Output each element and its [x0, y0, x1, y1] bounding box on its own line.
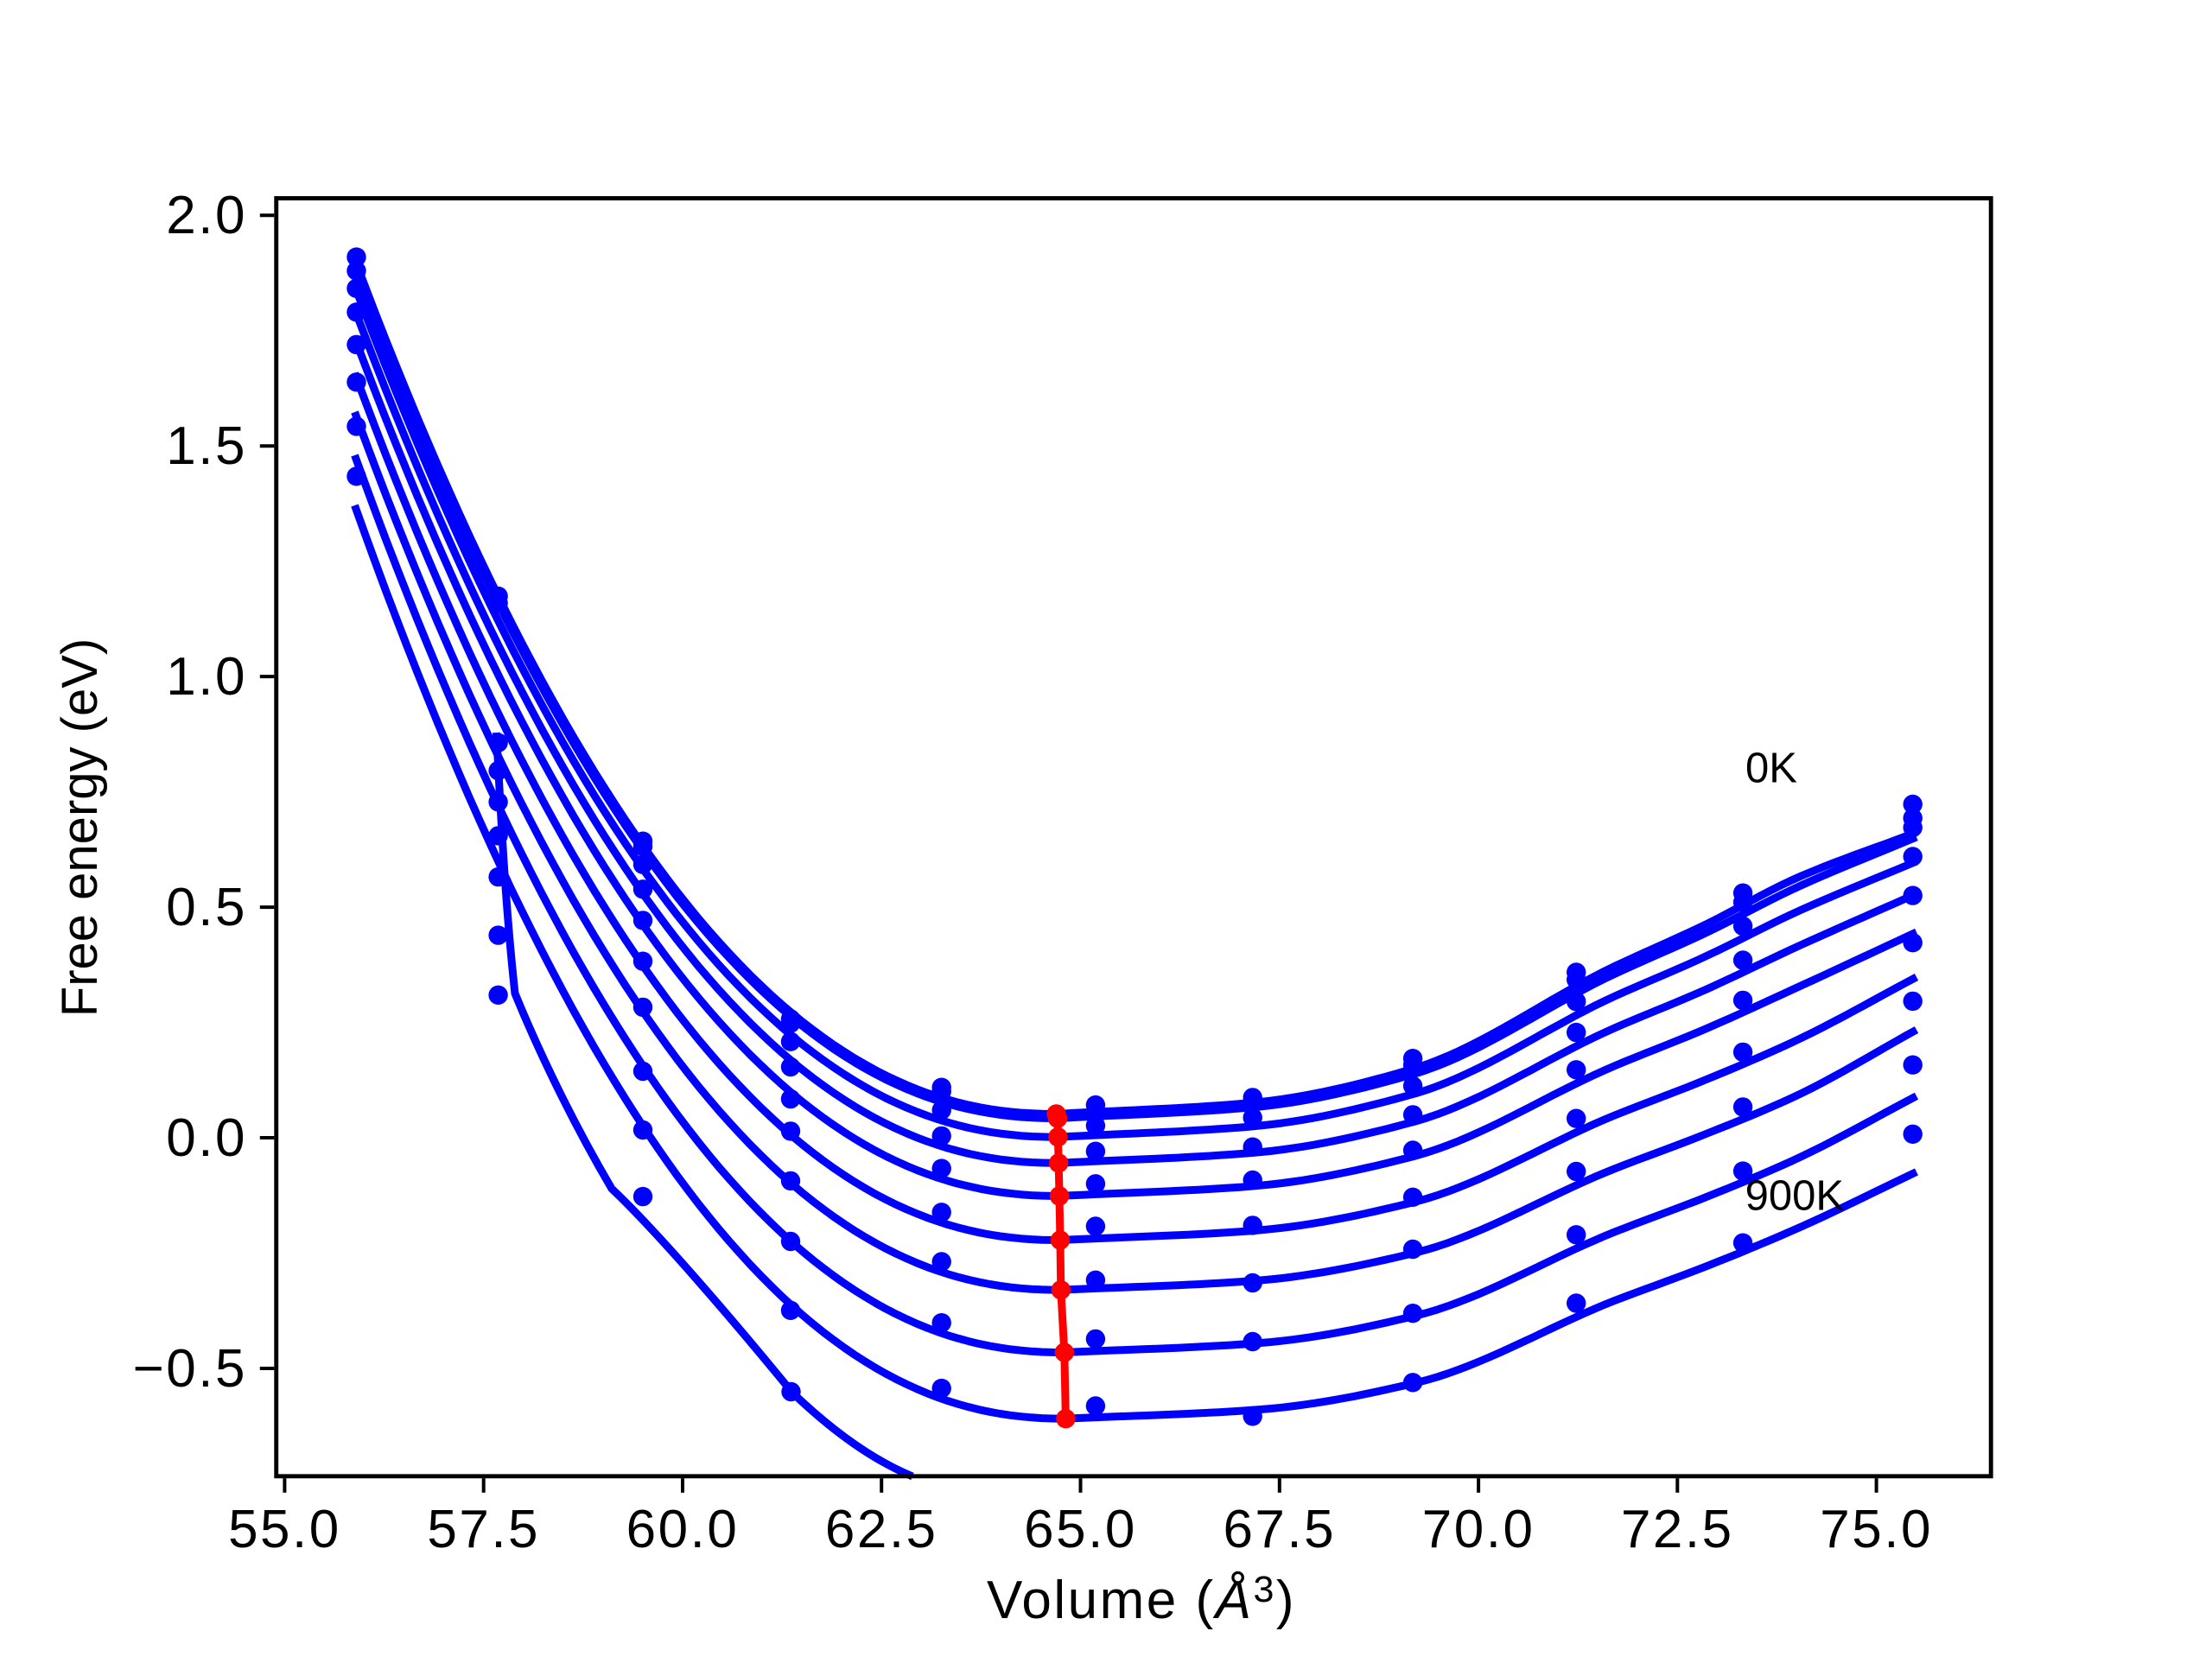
- svg-text:Free energy (eV): Free energy (eV): [52, 638, 108, 1017]
- svg-text:−0.5: −0.5: [133, 1339, 247, 1399]
- svg-text:75.0: 75.0: [1820, 1500, 1933, 1559]
- svg-text:57.5: 57.5: [427, 1500, 540, 1559]
- svg-text:900K: 900K: [1745, 1172, 1845, 1219]
- svg-text:2.0: 2.0: [166, 186, 247, 245]
- svg-text:65.0: 65.0: [1024, 1500, 1137, 1559]
- svg-text:1.5: 1.5: [166, 416, 247, 476]
- svg-text:60.0: 60.0: [626, 1500, 740, 1559]
- svg-text:72.5: 72.5: [1621, 1500, 1734, 1559]
- svg-text:Volume (Å3): Volume (Å3): [987, 1569, 1296, 1630]
- svg-text:67.5: 67.5: [1223, 1500, 1336, 1559]
- svg-text:55.0: 55.0: [228, 1500, 341, 1559]
- svg-text:0.5: 0.5: [166, 878, 247, 937]
- svg-text:1.0: 1.0: [166, 647, 247, 707]
- svg-text:62.5: 62.5: [825, 1500, 938, 1559]
- svg-text:0K: 0K: [1745, 746, 1797, 792]
- svg-text:0.0: 0.0: [166, 1108, 247, 1168]
- svg-text:70.0: 70.0: [1422, 1500, 1535, 1559]
